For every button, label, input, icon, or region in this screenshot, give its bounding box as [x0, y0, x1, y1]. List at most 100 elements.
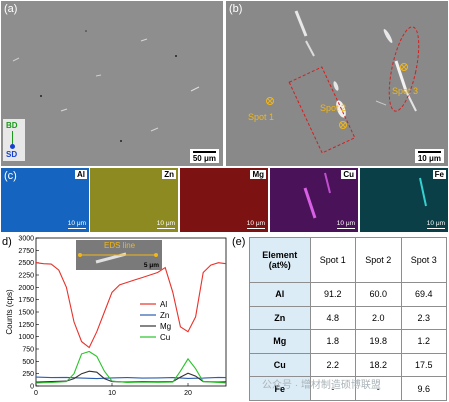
table-cell: 4.8 [309, 305, 357, 331]
table-cell-element: Fe [249, 376, 311, 401]
table-cell: - [309, 376, 357, 401]
spot-2-label: Spot 2 [320, 103, 347, 113]
table-header-row: Element (at%) Spot 1 Spot 2 Spot 3 [249, 236, 448, 284]
y-tick-label: 2500 [18, 260, 34, 267]
scale-bar-text: 50 μm [192, 154, 216, 163]
scale-bar-line [417, 151, 441, 153]
sem-image-b: (b) Spot 1 Spot 2 Spot 3 10 μm [226, 1, 448, 166]
spot-3-label: Spot 3 [392, 86, 419, 96]
x-tick-label: 0 [34, 390, 38, 397]
y-tick-label: 500 [22, 359, 34, 366]
panel-label-b: (b) [229, 3, 243, 15]
table-header-spot3: Spot 3 [400, 236, 448, 284]
y-tick-label: 1000 [18, 334, 34, 341]
y-tick-label: 2000 [18, 285, 34, 292]
y-tick-label: 750 [22, 347, 34, 354]
eds-line-chart: 0 250 500 750 1000 1250 1500 1750 2000 2250 2500 27… [5, 236, 227, 397]
y-tick-label: 1500 [18, 310, 34, 317]
spot-2-marker [339, 121, 347, 129]
y-tick-label: 250 [22, 371, 34, 378]
watermark-text: 公众号 · 增材制造硕博联盟 [262, 380, 381, 391]
legend-label-cu: Cu [160, 333, 170, 342]
table-cell: 60.0 [355, 282, 402, 307]
table-cell-element: Cu [249, 352, 311, 378]
table-cell: 2.2 [309, 352, 357, 378]
map-element-label: Al [75, 170, 87, 179]
series-line-al [35, 262, 227, 349]
table-cell-element: Mg [249, 329, 311, 354]
table-header-spot1: Spot 1 [309, 236, 357, 284]
table-cell: 91.2 [309, 282, 357, 307]
table-row: Mg 1.8 19.8 1.2 [249, 329, 448, 354]
table-header-spot2: Spot 2 [355, 236, 402, 284]
map-element-label: Mg [250, 170, 266, 179]
eds-map-cu: Cu 10 μm [270, 168, 358, 232]
dot-icon [10, 144, 15, 149]
table-cell: 18.2 [355, 352, 402, 378]
legend-label-mg: Mg [160, 322, 171, 331]
map-element-label: Cu [341, 170, 356, 179]
eds-map-zn: Zn 10 μm [90, 168, 178, 232]
map-element-label: Fe [432, 170, 446, 179]
spot-1-label: Spot 1 [248, 112, 275, 122]
table-cell: 19.8 [355, 329, 402, 354]
table-cell: 9.6 [400, 376, 448, 401]
panel-label-e: (e) [232, 236, 246, 248]
spot-3-region [388, 26, 420, 112]
map-element-label: Zn [162, 170, 176, 179]
eds-map-al: Al 10 μm [1, 168, 89, 232]
axis-label-sd: SD [6, 150, 18, 159]
panel-label-a: (a) [4, 3, 18, 15]
table-cell: 2.3 [400, 305, 448, 331]
map-scale-bar: 10 μm [336, 220, 355, 229]
table-cell: 69.4 [400, 282, 448, 307]
sem-image-a: (a) BD SD 50 μm [1, 1, 223, 166]
eds-map-mg: Mg 10 μm [180, 168, 268, 232]
x-tick-label: 10 [108, 390, 116, 397]
scale-bar-text: 10 μm [417, 154, 441, 163]
table-row: Al 91.2 60.0 69.4 [249, 282, 448, 307]
y-tick-label: 2250 [18, 273, 34, 280]
panel-label-d: d) [2, 236, 12, 248]
x-tick-label: 20 [184, 390, 192, 397]
scale-bar-b: 10 μm [414, 149, 444, 163]
table-cell: 2.0 [355, 305, 402, 331]
y-tick-label: 1250 [18, 322, 34, 329]
table-row: Cu 2.2 18.2 17.5 [249, 352, 448, 378]
spot-3-marker [400, 63, 408, 71]
sem-texture-b [226, 1, 448, 166]
axis-label-bd: BD [6, 121, 18, 130]
spot-1-marker [266, 97, 274, 105]
eds-composition-table: Element (at%) Spot 1 Spot 2 Spot 3 Al 91… [249, 236, 448, 401]
sem-texture-a [1, 1, 223, 166]
eds-line-inset: EDS line 5 μm [76, 240, 162, 270]
arrow-up-icon [12, 131, 13, 145]
inset-scale: 5 μm [143, 262, 159, 269]
table-cell: 17.5 [400, 352, 448, 378]
scale-bar-line [192, 151, 216, 153]
fe-map-texture [419, 177, 427, 207]
table-cell-element: Zn [249, 305, 311, 331]
map-scale-bar: 10 μm [67, 220, 86, 229]
legend-label-zn: Zn [160, 311, 169, 320]
table-cell: 1.8 [309, 329, 357, 354]
cu-map-texture [303, 172, 331, 219]
map-scale-bar: 10 μm [246, 220, 265, 229]
table-cell: - [355, 376, 402, 401]
table-header-element: Element (at%) [249, 236, 311, 284]
axis-indicator: BD SD [3, 119, 25, 161]
legend-label-al: Al [160, 300, 167, 309]
y-tick-label: 3000 [18, 236, 34, 243]
inset-label: EDS line [104, 241, 136, 250]
y-tick-label: 0 [30, 384, 34, 391]
panel-label-c: (c) [4, 170, 17, 182]
y-tick-label: 2750 [18, 248, 34, 255]
eds-map-fe: Fe 10 μm [360, 168, 448, 232]
y-tick-label: 1750 [18, 297, 34, 304]
inset-texture [78, 252, 158, 264]
map-scale-bar: 10 μm [156, 220, 175, 229]
table-row: Zn 4.8 2.0 2.3 [249, 305, 448, 331]
table-cell: 1.2 [400, 329, 448, 354]
table-row: Fe - - 9.6 [249, 376, 448, 401]
y-axis-label: Counts (cps) [5, 289, 14, 335]
